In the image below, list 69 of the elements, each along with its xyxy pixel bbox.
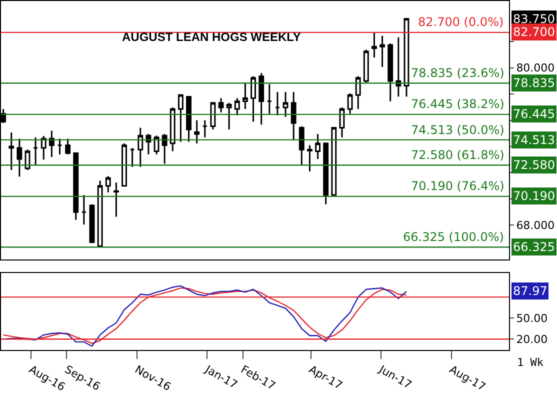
candlestick: [298, 125, 304, 166]
text: 76.445: [513, 107, 555, 121]
candlestick: [48, 130, 54, 158]
candlestick: [122, 142, 127, 187]
y-tick-label: 20.00: [516, 332, 548, 346]
y-tick-label: 50.00: [516, 312, 548, 325]
candlestick: [258, 72, 264, 126]
text: 74.513: [513, 133, 555, 147]
candlestick: [274, 91, 280, 116]
ref-line-label: 70.190 (76.4%): [411, 179, 504, 193]
candlestick: [323, 142, 329, 205]
candlestick: [105, 175, 111, 194]
text: 66.325: [513, 240, 555, 254]
text: 1 Wk: [517, 356, 544, 369]
y-tick-label: 68.000: [516, 219, 555, 232]
candlestick: [202, 120, 208, 138]
text: 87.97: [513, 284, 548, 298]
candlestick: [242, 82, 248, 110]
candlestick: [81, 194, 87, 226]
candlestick: [226, 102, 232, 130]
candlestick: [388, 42, 394, 102]
candlestick: [331, 127, 337, 196]
candlestick: [32, 136, 38, 166]
candlestick: [315, 133, 321, 160]
candlestick: [339, 106, 345, 138]
candlestick: [162, 133, 168, 164]
candlestick: [186, 96, 192, 143]
ref-line-label: 72.580 (61.8%): [411, 148, 504, 162]
ref-line-label: 74.513 (50.0%): [411, 123, 504, 137]
candlestick: [404, 18, 410, 98]
candlestick: [8, 132, 14, 171]
candlestick: [113, 182, 119, 218]
candlestick: [73, 152, 79, 221]
candlestick: [380, 34, 386, 68]
text: AUGUST LEAN HOGS WEEKLY: [122, 30, 301, 44]
ref-line-label: 82.700 (0.0%): [418, 15, 504, 29]
text: 78.835: [513, 76, 555, 90]
candlestick: [130, 147, 136, 168]
candlestick: [218, 97, 224, 114]
candlestick: [234, 97, 240, 116]
candlestick: [16, 138, 22, 178]
candlestick: [266, 83, 272, 114]
candlestick: [347, 92, 353, 114]
text: 70.190: [513, 189, 555, 203]
ref-line-label: 66.325 (100.0%): [403, 230, 504, 244]
text: 82.700: [513, 25, 555, 39]
text: 83.750: [513, 12, 555, 26]
candlestick: [40, 135, 46, 160]
candlestick: [306, 144, 312, 172]
ref-line-label: 76.445 (38.2%): [411, 97, 504, 111]
text: 72.580: [513, 158, 555, 172]
ref-line-label: 78.835 (23.6%): [411, 66, 504, 80]
candlestick: [57, 138, 62, 156]
candlestick: [363, 49, 369, 84]
candlestick: [65, 138, 71, 156]
candlestick: [170, 106, 176, 152]
candlestick: [89, 203, 95, 243]
candlestick: [290, 91, 296, 141]
candlestick: [372, 32, 377, 58]
candlestick: [250, 76, 256, 122]
candlestick: [194, 120, 200, 144]
candlestick: [396, 36, 402, 98]
candlestick: [97, 180, 103, 248]
candlestick: [355, 76, 361, 110]
candlestick: [138, 127, 144, 168]
candlestick: [282, 91, 288, 118]
y-tick-label: 80.000: [516, 62, 555, 75]
candlestick: [178, 94, 184, 143]
candlestick: [210, 102, 216, 130]
